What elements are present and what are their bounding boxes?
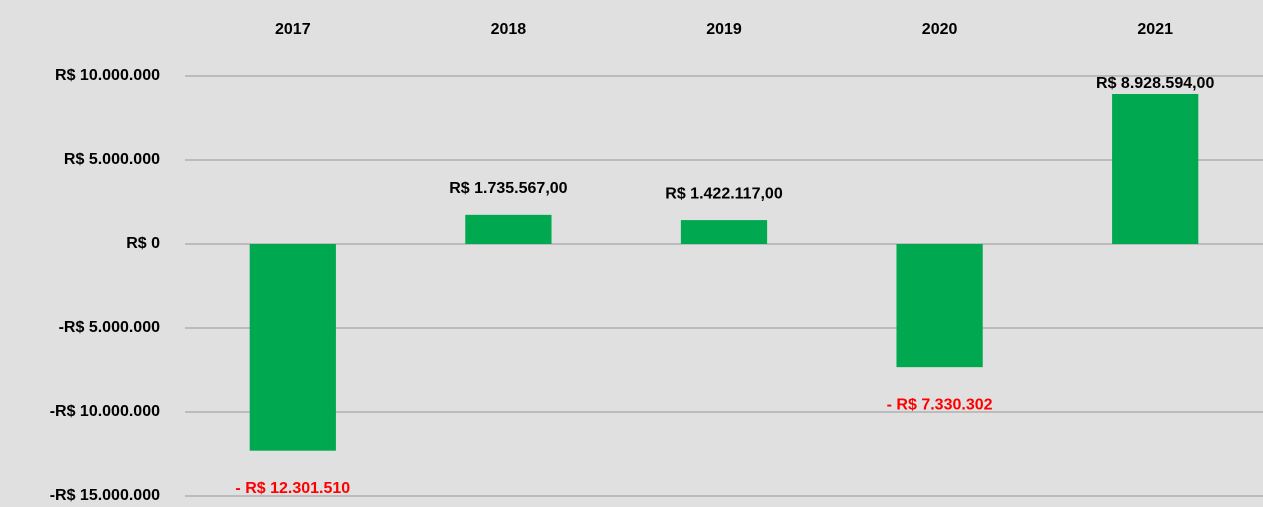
- y-tick-label: R$ 10.000.000: [55, 67, 160, 84]
- data-label: R$ 8.928.594,00: [1096, 75, 1214, 92]
- y-tick-label: -R$ 15.000.000: [50, 487, 160, 504]
- bar: [249, 244, 336, 451]
- x-tick-label: 2018: [491, 21, 527, 38]
- bar: [465, 214, 552, 244]
- x-tick-label: 2020: [922, 21, 958, 38]
- bar: [1112, 93, 1199, 244]
- x-tick-label: 2021: [1137, 21, 1173, 38]
- data-label: - R$ 7.330.302: [887, 396, 993, 413]
- data-label: R$ 1.735.567,00: [449, 180, 567, 197]
- x-tick-label: 2019: [706, 21, 742, 38]
- y-tick-label: R$ 5.000.000: [64, 151, 160, 168]
- y-tick-label: -R$ 5.000.000: [59, 319, 161, 336]
- bar: [680, 220, 768, 244]
- data-label: R$ 1.422.117,00: [665, 185, 783, 202]
- data-label: - R$ 12.301.510: [235, 480, 350, 497]
- y-tick-label: -R$ 10.000.000: [50, 403, 160, 420]
- x-tick-label: 2017: [275, 21, 311, 38]
- bar: [896, 244, 983, 368]
- y-tick-label: R$ 0: [126, 235, 160, 252]
